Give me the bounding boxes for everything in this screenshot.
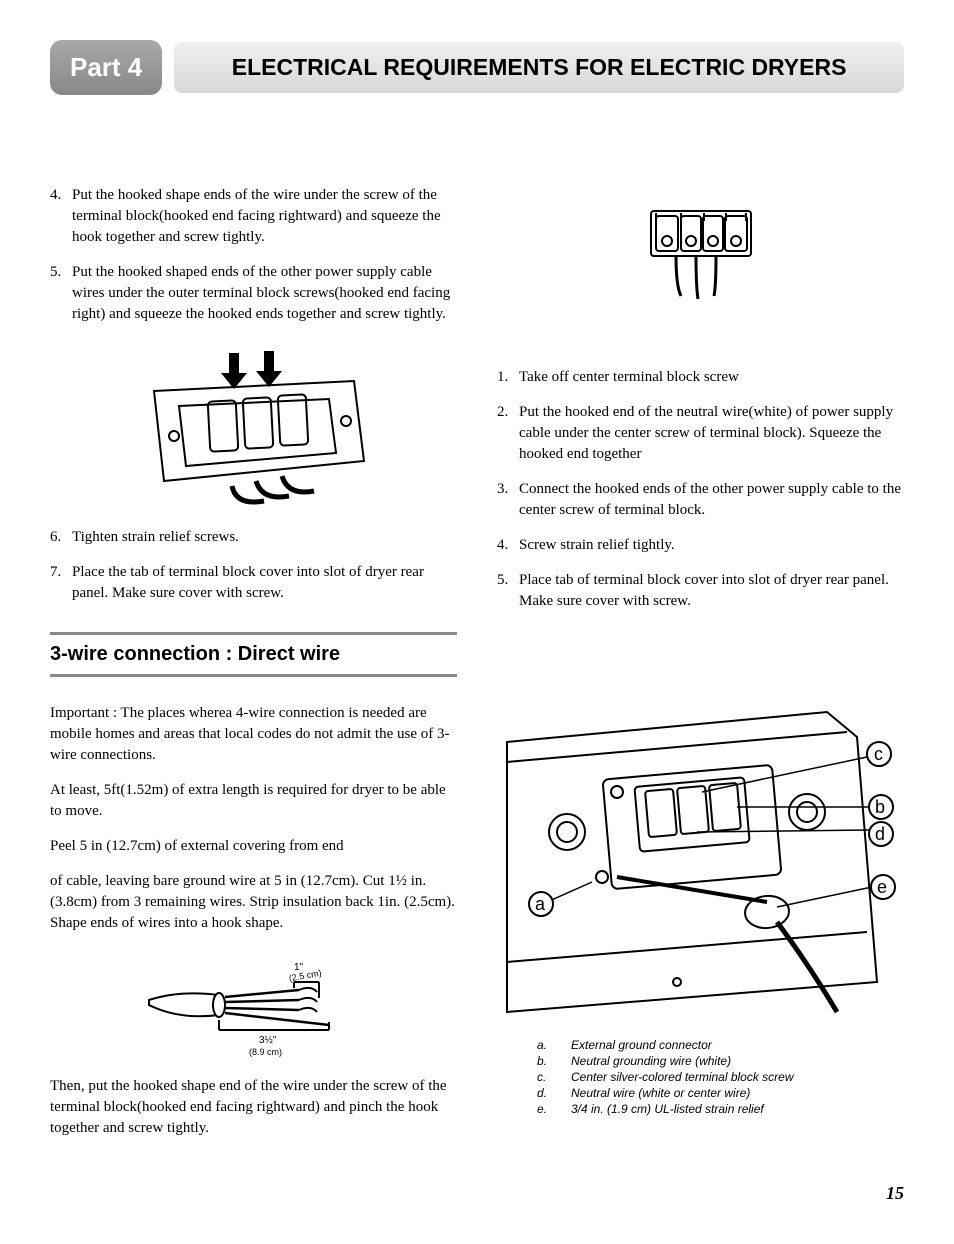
wire-strip-diagram: 1" (2.5 cm) 3½" (8.9 cm) (50, 950, 457, 1060)
legend-text: Center silver-colored terminal block scr… (571, 1070, 794, 1084)
legend-text: Neutral wire (white or center wire) (571, 1086, 750, 1100)
callout-label: a (535, 894, 546, 914)
rear-panel-diagram: a c b d e (497, 682, 904, 1022)
ordered-step: 5. Put the hooked shaped ends of the oth… (50, 262, 457, 325)
legend-item: b. Neutral grounding wire (white) (537, 1054, 904, 1068)
ordered-step: 7. Place the tab of terminal block cover… (50, 562, 457, 604)
step-number: 5. (497, 570, 519, 612)
part-badge: Part 4 (50, 40, 162, 95)
callout-label: d (875, 824, 885, 844)
ordered-step: 1. Take off center terminal block screw (497, 367, 904, 388)
legend-text: External ground connector (571, 1038, 712, 1052)
ordered-step: 5. Place tab of terminal block cover int… (497, 570, 904, 612)
step-text: Put the hooked shape ends of the wire un… (72, 185, 457, 248)
step-text: Place the tab of terminal block cover in… (72, 562, 457, 604)
legend-key: c. (537, 1070, 553, 1084)
left-column: 4. Put the hooked shape ends of the wire… (50, 185, 457, 1153)
step-number: 4. (50, 185, 72, 248)
svg-text:(8.9 cm): (8.9 cm) (249, 1047, 282, 1057)
step-text: Screw strain relief tightly. (519, 535, 904, 556)
section-heading: 3-wire connection : Direct wire (50, 632, 457, 677)
step-text: Put the hooked shaped ends of the other … (72, 262, 457, 325)
step-number: 3. (497, 479, 519, 521)
paragraph: of cable, leaving bare ground wire at 5 … (50, 871, 457, 934)
legend-text: Neutral grounding wire (white) (571, 1054, 731, 1068)
ordered-step: 6. Tighten strain relief screws. (50, 527, 457, 548)
legend-text: 3/4 in. (1.9 cm) UL-listed strain relief (571, 1102, 764, 1116)
ordered-step: 3. Connect the hooked ends of the other … (497, 479, 904, 521)
page-title: ELECTRICAL REQUIREMENTS FOR ELECTRIC DRY… (174, 42, 904, 93)
paragraph: Important : The places wherea 4-wire con… (50, 703, 457, 766)
legend-key: d. (537, 1086, 553, 1100)
page-number: 15 (50, 1183, 904, 1204)
right-column: 1. Take off center terminal block screw … (497, 185, 904, 1153)
step-number: 7. (50, 562, 72, 604)
legend-key: b. (537, 1054, 553, 1068)
legend-key: e. (537, 1102, 553, 1116)
ordered-step: 2. Put the hooked end of the neutral wir… (497, 402, 904, 465)
step-number: 1. (497, 367, 519, 388)
paragraph: Peel 5 in (12.7cm) of external covering … (50, 836, 457, 857)
step-number: 6. (50, 527, 72, 548)
legend-item: e. 3/4 in. (1.9 cm) UL-listed strain rel… (537, 1102, 904, 1116)
page-header: Part 4 ELECTRICAL REQUIREMENTS FOR ELECT… (50, 40, 904, 95)
small-terminal-diagram (497, 201, 904, 311)
diagram-legend: a. External ground connector b. Neutral … (497, 1038, 904, 1116)
paragraph: Then, put the hooked shape end of the wi… (50, 1076, 457, 1139)
svg-text:3½": 3½" (259, 1035, 277, 1046)
legend-item: c. Center silver-colored terminal block … (537, 1070, 904, 1084)
legend-item: d. Neutral wire (white or center wire) (537, 1086, 904, 1100)
step-text: Tighten strain relief screws. (72, 527, 457, 548)
step-number: 4. (497, 535, 519, 556)
legend-item: a. External ground connector (537, 1038, 904, 1052)
step-text: Place tab of terminal block cover into s… (519, 570, 904, 612)
ordered-step: 4. Put the hooked shape ends of the wire… (50, 185, 457, 248)
callout-label: c (874, 744, 883, 764)
callout-label: e (877, 877, 887, 897)
step-text: Take off center terminal block screw (519, 367, 904, 388)
step-number: 5. (50, 262, 72, 325)
step-text: Connect the hooked ends of the other pow… (519, 479, 904, 521)
step-text: Put the hooked end of the neutral wire(w… (519, 402, 904, 465)
ordered-step: 4. Screw strain relief tightly. (497, 535, 904, 556)
paragraph: At least, 5ft(1.52m) of extra length is … (50, 780, 457, 822)
step-number: 2. (497, 402, 519, 465)
terminal-block-diagram (50, 341, 457, 511)
content-columns: 4. Put the hooked shape ends of the wire… (50, 185, 904, 1153)
legend-key: a. (537, 1038, 553, 1052)
callout-label: b (875, 797, 885, 817)
